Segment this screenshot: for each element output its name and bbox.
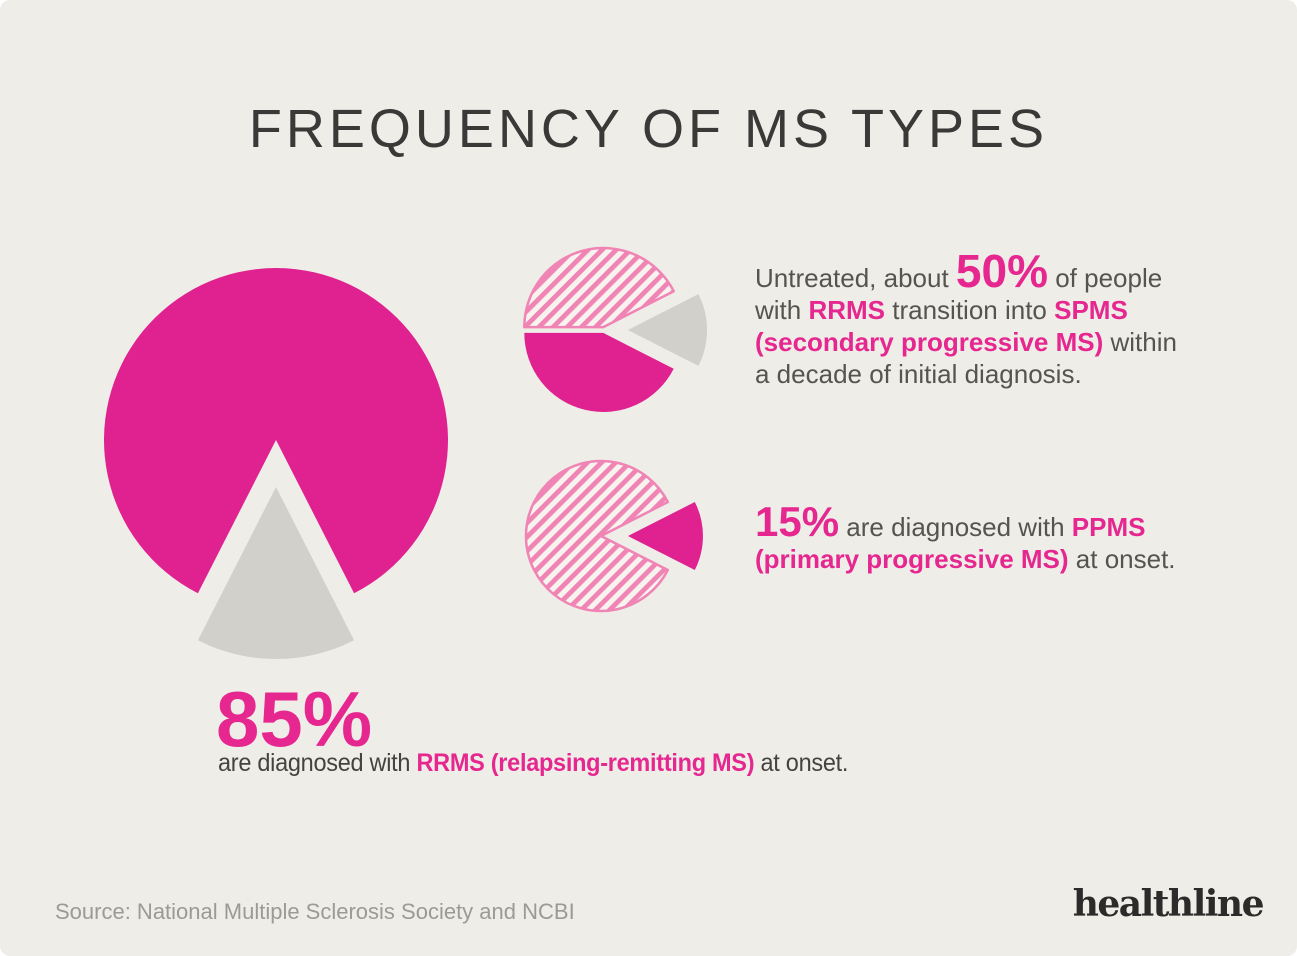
text-line: are diagnosed with RRMS (relapsing-remit… — [218, 749, 849, 777]
text-line: a decade of initial diagnosis. — [755, 359, 1082, 389]
text-line: Untreated, about 50% of people — [755, 245, 1163, 297]
spms-transition-pie-slice-1 — [524, 332, 674, 412]
text-line: with RRMS transition into SPMS — [755, 295, 1128, 325]
rrms-big-stat: 85% — [216, 675, 373, 763]
rrms-at-onset-pie — [104, 268, 449, 660]
ppms-at-onset-pie-slice-1 — [628, 502, 703, 570]
spms-transition-pie-slice-0 — [523, 246, 675, 329]
page-title: FREQUENCY OF MS TYPES — [248, 99, 1049, 160]
source-attribution: Source: National Multiple Sclerosis Soci… — [55, 899, 575, 924]
spms-transition-pie — [523, 246, 708, 412]
healthline-logo: healthline — [1072, 883, 1265, 925]
spms-callout-text: Untreated, about 50% of people with RRMS … — [755, 245, 1177, 390]
text-line: 15% are diagnosed with PPMS — [755, 498, 1146, 545]
ppms-callout-text: 15% are diagnosed with PPMS (primary prog… — [755, 498, 1176, 575]
ppms-at-onset-pie-slice-0 — [524, 459, 670, 613]
rrms-at-onset-pie-slice-0 — [104, 268, 449, 594]
spms-transition-pie-slice-2 — [628, 294, 708, 366]
ppms-at-onset-pie — [524, 459, 703, 613]
rrms-at-onset-pie-slice-1 — [197, 487, 355, 660]
text-line: (primary progressive MS) at onset. — [755, 544, 1176, 574]
rrms-caption-text: are diagnosed with RRMS (relapsing-remit… — [218, 748, 848, 778]
text-line: (secondary progressive MS) within — [755, 327, 1177, 357]
